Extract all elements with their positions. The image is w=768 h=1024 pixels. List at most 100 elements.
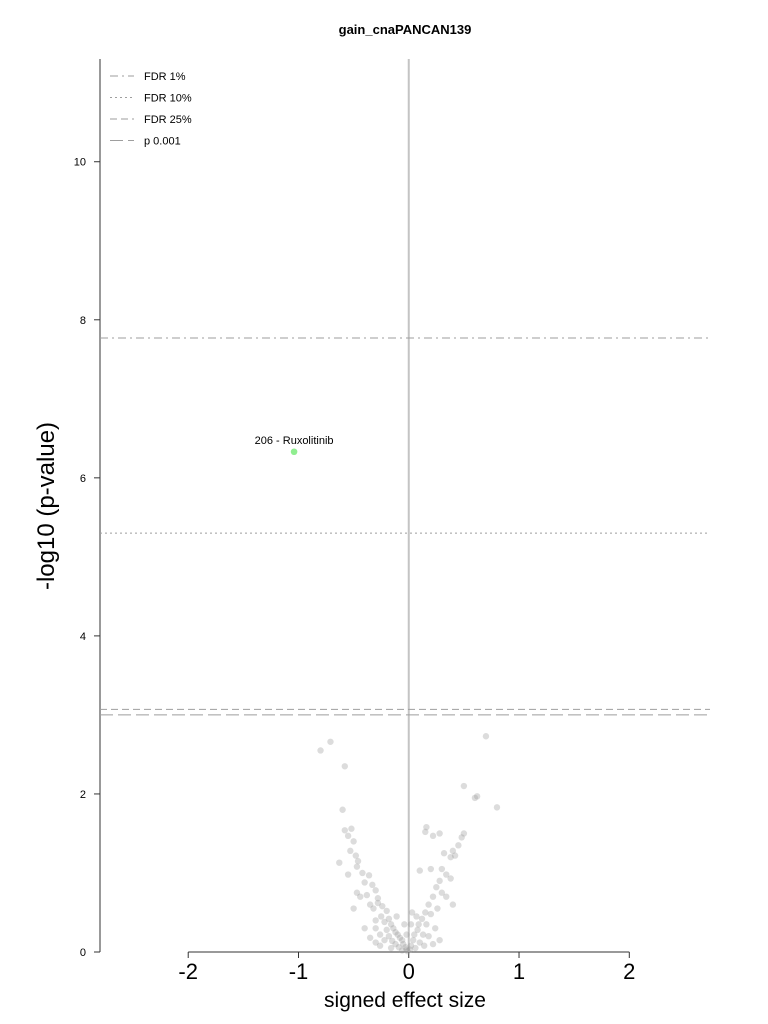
data-point [350, 905, 357, 912]
x-tick-label: -2 [178, 959, 198, 984]
data-point [395, 944, 403, 951]
data-point [372, 887, 379, 894]
data-point [427, 865, 435, 873]
data-point [392, 929, 399, 936]
data-point [352, 852, 360, 859]
data-point [383, 907, 390, 915]
data-point [374, 899, 382, 907]
x-tick-label: -1 [289, 959, 309, 984]
highlight-label: 206 - Ruxolitinib [255, 435, 334, 447]
data-point [432, 925, 439, 932]
data-point [414, 926, 421, 934]
data-point [460, 830, 468, 837]
data-point [341, 763, 348, 770]
data-point [449, 901, 457, 908]
data-point [357, 893, 364, 900]
data-point [473, 793, 481, 800]
data-point [438, 865, 446, 873]
legend-label: FDR 25% [144, 114, 192, 126]
data-point [379, 902, 386, 910]
data-point [341, 827, 348, 834]
data-point [493, 804, 501, 811]
data-point [408, 909, 416, 916]
y-axis-label: -log10 (p-value) [33, 422, 60, 590]
data-point [434, 905, 441, 912]
data-point [422, 828, 429, 836]
data-point [433, 883, 440, 891]
data-point [366, 934, 374, 941]
data-point [415, 921, 422, 928]
data-point [394, 931, 401, 938]
data-point [423, 921, 430, 928]
data-point [440, 850, 448, 857]
data-point [383, 926, 390, 934]
data-point [425, 932, 432, 940]
data-point [407, 921, 415, 928]
data-point [482, 733, 490, 740]
data-point [381, 936, 388, 944]
y-tick-label: 10 [74, 157, 86, 169]
data-point [449, 847, 457, 855]
data-point [374, 895, 382, 902]
data-point [387, 944, 395, 952]
data-point [423, 823, 430, 831]
data-point [361, 879, 368, 886]
data-point [436, 830, 443, 837]
data-point [447, 875, 454, 882]
data-point [387, 921, 395, 928]
x-axis-label: signed effect size [324, 989, 486, 1012]
data-point [416, 939, 423, 946]
data-point [365, 872, 373, 879]
data-point [339, 806, 346, 813]
data-point [385, 915, 393, 923]
data-point [348, 825, 355, 832]
data-point [398, 936, 406, 944]
data-point [393, 913, 400, 920]
data-point [381, 918, 388, 926]
legend: FDR 1% FDR 10% FDR 25% p 0.001 [110, 71, 192, 148]
data-point [403, 931, 410, 938]
data-point [366, 901, 374, 908]
data-point [400, 940, 407, 948]
data-point [354, 857, 362, 865]
data-point [443, 871, 450, 878]
data-point [443, 893, 450, 900]
data-point [398, 947, 406, 954]
data-point [413, 913, 420, 920]
data-point [451, 852, 459, 859]
data-point [344, 832, 352, 840]
data-point [336, 859, 343, 866]
x-tick-label: 2 [623, 959, 635, 984]
data-point [317, 747, 324, 754]
data-point [372, 939, 379, 946]
data-point [404, 948, 411, 955]
legend-label: FDR 10% [144, 93, 192, 105]
plot-area: 0 2 4 6 8 10 -2 -1 0 1 2 206 - Ruxolitinib [74, 59, 710, 984]
y-tick-label: 4 [80, 631, 86, 643]
data-point [361, 925, 368, 932]
data-point [429, 893, 437, 900]
data-point [436, 936, 443, 944]
data-point [471, 794, 479, 802]
data-point [412, 944, 419, 952]
legend-label: FDR 1% [144, 71, 186, 83]
data-point [353, 889, 361, 896]
data-point [370, 905, 377, 912]
data-point [406, 946, 414, 953]
data-point [407, 942, 415, 949]
data-point [369, 881, 376, 889]
data-point [418, 915, 426, 923]
data-point [419, 931, 427, 938]
data-point [390, 925, 397, 932]
data-point [402, 944, 409, 951]
data-point [438, 889, 446, 896]
data-point [460, 782, 468, 790]
legend-label: p 0.001 [144, 136, 181, 148]
data-point [458, 834, 465, 841]
data-point [359, 869, 366, 877]
data-point [344, 871, 352, 878]
data-point [422, 909, 429, 916]
data-point [392, 940, 399, 948]
data-point [376, 942, 384, 949]
data-point [425, 901, 432, 908]
